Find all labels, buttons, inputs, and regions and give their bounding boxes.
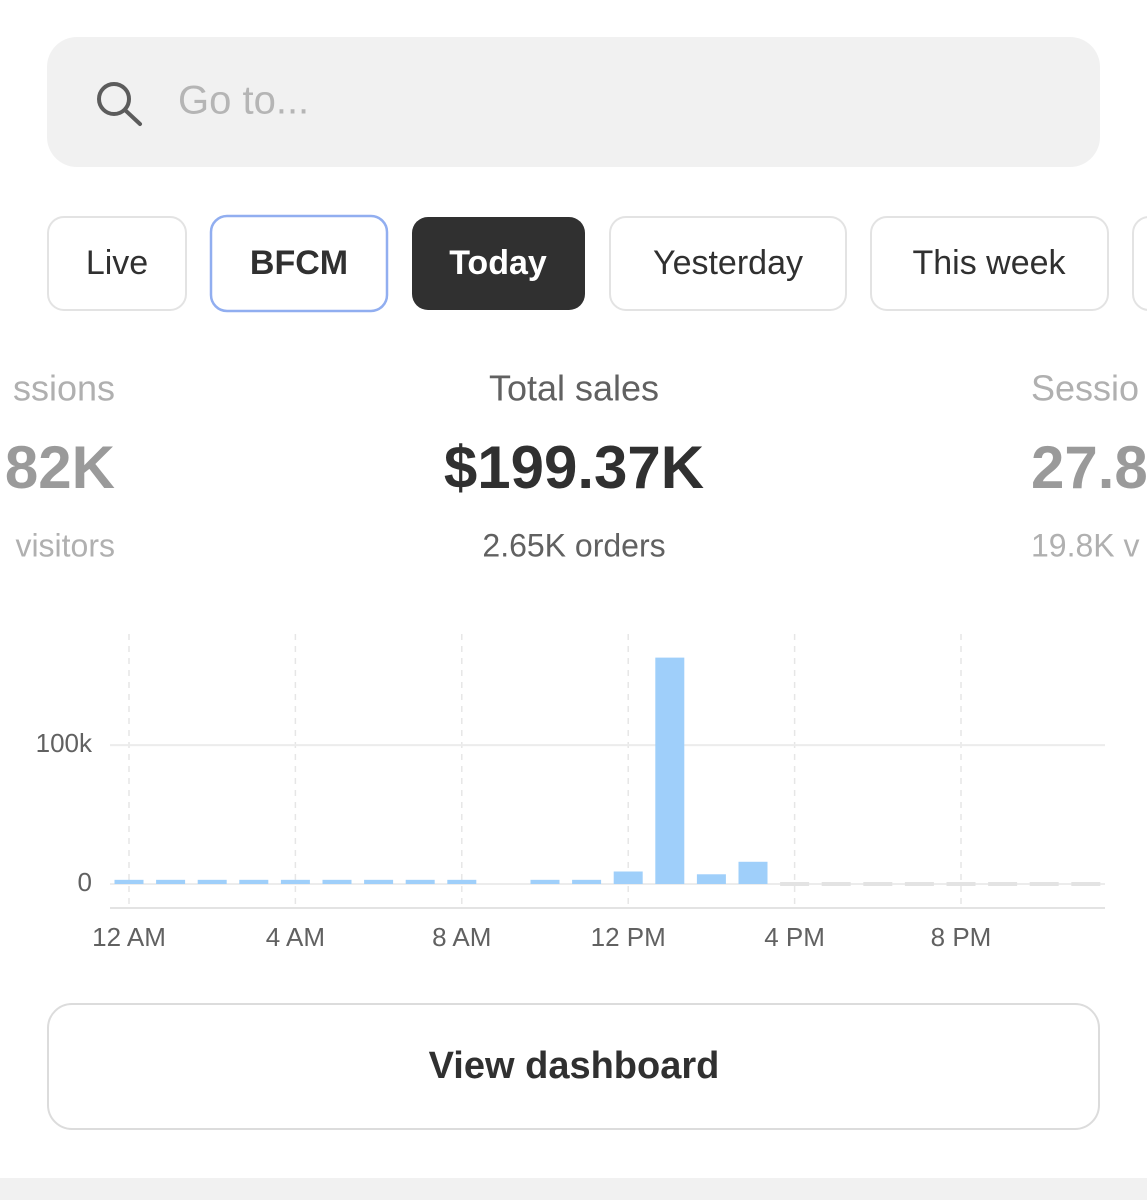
bar bbox=[738, 861, 768, 884]
tab[interactable] bbox=[47, 216, 187, 311]
tab-label: This week bbox=[912, 244, 1066, 282]
view-dashboard-button[interactable] bbox=[47, 1003, 1100, 1130]
metric-value: $199.37K bbox=[444, 434, 704, 501]
tab-label: Today bbox=[449, 244, 547, 282]
bar bbox=[447, 879, 477, 884]
chart: 12 AM 4 AM 8 AM 12 PM 4 PM 8 PM 0 100k bbox=[36, 634, 1105, 952]
tab-label: Yesterday bbox=[653, 244, 803, 282]
x-tick-label: 4 PM bbox=[764, 922, 825, 952]
bar bbox=[280, 879, 310, 884]
bar-placeholder bbox=[988, 882, 1018, 886]
metric-label: Sessio bbox=[1031, 368, 1139, 409]
bar bbox=[114, 879, 144, 884]
bar bbox=[239, 879, 269, 884]
bar bbox=[530, 879, 560, 884]
bar-placeholder bbox=[904, 882, 934, 886]
bar bbox=[405, 879, 435, 884]
search-placeholder: Go to... bbox=[178, 79, 309, 123]
bar-placeholder bbox=[863, 882, 893, 886]
y-tick-label: 0 bbox=[78, 867, 92, 897]
button-label: View dashboard bbox=[429, 1045, 720, 1087]
x-tick-label: 8 AM bbox=[432, 922, 491, 952]
bar-placeholder bbox=[946, 882, 976, 886]
search-icon bbox=[97, 82, 142, 126]
tab-label: Live bbox=[86, 244, 148, 282]
metric-sub: 19.8K v bbox=[1031, 527, 1140, 563]
bar-placeholder bbox=[1071, 882, 1101, 886]
x-tick-label: 12 AM bbox=[92, 922, 166, 952]
bar bbox=[322, 879, 352, 884]
bar bbox=[197, 879, 227, 884]
footer-band bbox=[0, 1178, 1147, 1200]
search-box[interactable] bbox=[47, 37, 1100, 167]
metric-value: 27.8 bbox=[1031, 434, 1147, 501]
bar bbox=[613, 871, 643, 884]
bar bbox=[572, 879, 602, 884]
y-tick-label: 100k bbox=[36, 728, 93, 758]
bar bbox=[655, 657, 685, 884]
metric-label: Total sales bbox=[489, 368, 659, 409]
metric-label: ssions bbox=[13, 368, 115, 409]
bar bbox=[696, 874, 726, 884]
tab[interactable] bbox=[609, 216, 847, 311]
x-tick-label: 8 PM bbox=[931, 922, 992, 952]
tab-selected[interactable] bbox=[412, 217, 585, 310]
tab[interactable] bbox=[209, 214, 389, 313]
metric-sub: visitors bbox=[15, 527, 115, 563]
bar-placeholder bbox=[780, 882, 810, 886]
x-tick-label: 4 AM bbox=[266, 922, 325, 952]
bar bbox=[364, 879, 394, 884]
bar bbox=[156, 879, 186, 884]
metric-value: 82K bbox=[5, 434, 115, 501]
bar-placeholder bbox=[821, 882, 851, 886]
tab-label: BFCM bbox=[250, 244, 348, 282]
tab[interactable] bbox=[1132, 216, 1147, 311]
x-tick-label: 12 PM bbox=[591, 922, 666, 952]
metric-sub: 2.65K orders bbox=[482, 527, 665, 563]
bar-placeholder bbox=[1029, 882, 1059, 886]
tab[interactable] bbox=[870, 216, 1109, 311]
